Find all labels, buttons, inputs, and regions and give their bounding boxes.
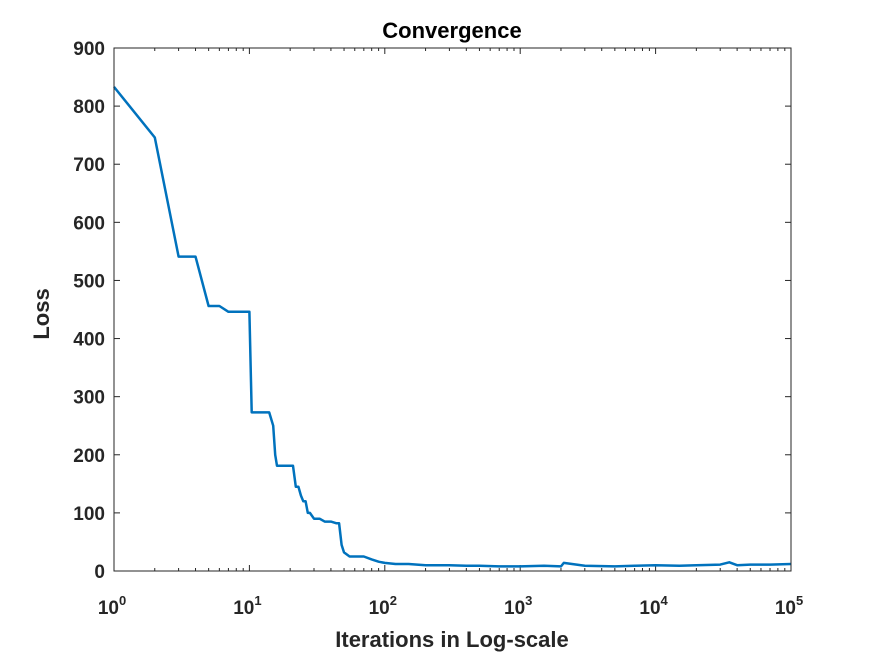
x-axis-label: Iterations in Log-scale bbox=[335, 627, 569, 652]
loss-series-line bbox=[113, 86, 792, 568]
x-tick-exponent: 1 bbox=[254, 593, 261, 608]
y-tick-label: 100 bbox=[73, 504, 105, 525]
x-tick-exponent: 4 bbox=[661, 593, 669, 608]
x-tick-base: 10 bbox=[775, 598, 796, 619]
x-tick-label: 100 bbox=[98, 593, 126, 619]
y-axis-ticks: 0 100 200 300 400 500 600 700 800 900 bbox=[73, 39, 791, 583]
x-tick-base: 10 bbox=[98, 598, 119, 619]
x-tick-exponent: 2 bbox=[390, 593, 397, 608]
y-axis-label: Loss bbox=[29, 288, 54, 339]
x-tick-exponent: 0 bbox=[119, 593, 126, 608]
x-tick-base: 10 bbox=[504, 598, 525, 619]
x-tick-label: 101 bbox=[233, 593, 261, 619]
plot-area-frame bbox=[113, 47, 792, 572]
y-tick-label: 700 bbox=[73, 155, 105, 176]
y-tick-label: 500 bbox=[73, 271, 105, 292]
y-tick-label: 800 bbox=[73, 97, 105, 118]
y-tick-label: 600 bbox=[73, 213, 105, 234]
x-tick-label: 105 bbox=[775, 593, 803, 619]
x-tick-base: 10 bbox=[233, 598, 254, 619]
x-axis-ticks: 100 101 102 103 104 105 bbox=[98, 48, 803, 619]
y-tick-label: 0 bbox=[94, 562, 105, 583]
x-tick-exponent: 3 bbox=[525, 593, 532, 608]
y-tick-label: 400 bbox=[73, 330, 105, 351]
x-tick-base: 10 bbox=[369, 598, 390, 619]
x-tick-label: 103 bbox=[504, 593, 532, 619]
chart-title: Convergence bbox=[382, 18, 521, 43]
y-tick-label: 200 bbox=[73, 446, 105, 467]
x-tick-label: 104 bbox=[639, 593, 668, 619]
y-tick-label: 900 bbox=[73, 39, 105, 60]
x-tick-exponent: 5 bbox=[796, 593, 803, 608]
y-tick-label: 300 bbox=[73, 388, 105, 409]
x-tick-label: 102 bbox=[369, 593, 397, 619]
x-tick-base: 10 bbox=[639, 598, 660, 619]
